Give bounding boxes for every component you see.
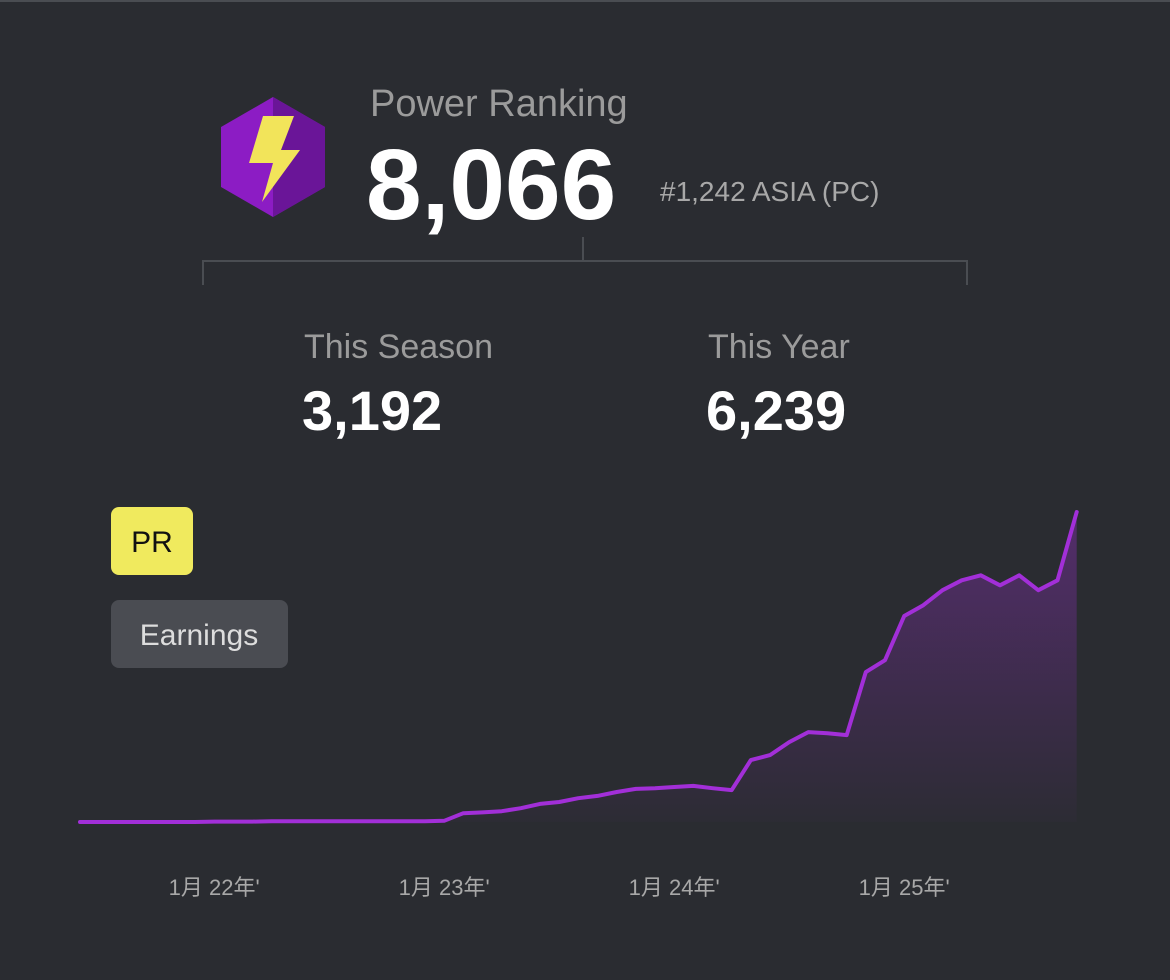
x-tick-label: 1月 23年' [399,875,490,900]
stat-value: 6,239 [706,379,846,442]
bracket [202,237,968,285]
rank-icon [221,97,325,217]
stat-label: This Year [708,328,850,366]
tab-bg[interactable] [111,600,288,668]
tab-label[interactable]: Earnings [140,619,258,652]
tab[interactable]: Earnings [111,600,288,668]
stat-label: This Season [304,328,493,366]
tab-bg[interactable] [111,507,193,575]
area [80,512,1077,822]
power-value: 8,066 [366,129,616,241]
tab[interactable]: PR [111,507,193,575]
chart: 1月 22年' 1月 23年' 1月 24年' 1月 25年' [78,510,1079,900]
x-tick-label: 1月 25年' [859,875,950,900]
line [78,510,1079,824]
x-tick-label: 1月 22年' [169,875,260,900]
rank-label: #1,242 ASIA (PC) [660,176,879,207]
stat-value: 3,192 [302,379,442,442]
x-tick-label: 1月 24年' [629,875,720,900]
title: Power Ranking [370,83,628,125]
tab-label[interactable]: PR [131,526,173,559]
